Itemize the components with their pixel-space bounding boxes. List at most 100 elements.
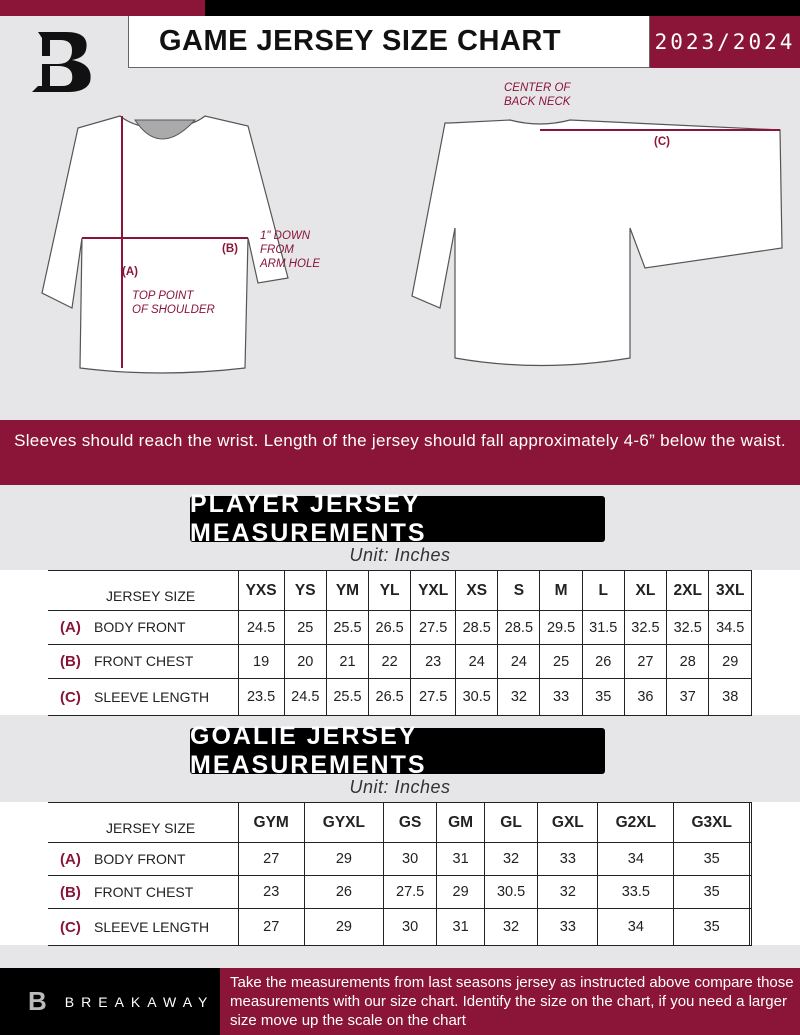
size-header: S <box>497 570 541 611</box>
measurement-cell: 34 <box>597 842 675 876</box>
top-black-bar <box>205 0 800 16</box>
measurement-cell: 27 <box>623 644 668 679</box>
measurement-cell: 31 <box>436 908 485 946</box>
measurement-cell: 26 <box>581 644 625 679</box>
measurement-cell: 32 <box>483 842 539 876</box>
measurement-cell: 33 <box>537 842 599 876</box>
row-label: FRONT CHEST <box>94 653 194 669</box>
label-c: (C) <box>654 136 670 148</box>
measurement-cell <box>749 908 752 946</box>
measurement-cell: 25.5 <box>325 678 370 716</box>
measurement-cell: 22 <box>368 644 412 679</box>
row-key: (A) <box>60 619 81 636</box>
measurement-cell: 37 <box>665 678 710 716</box>
measurement-cell: 28.5 <box>455 610 499 645</box>
goalie-section-title: GOALIE JERSEY MEASUREMENTS <box>190 722 605 779</box>
measurement-cell: 35 <box>673 908 751 946</box>
player-unit: Unit: Inches <box>349 545 451 565</box>
instructions-band: Sleeves should reach the wrist. Length o… <box>0 420 800 485</box>
measurement-cell <box>749 875 752 909</box>
measurement-cell: 29.5 <box>539 610 583 645</box>
measurement-cell: 23 <box>410 644 457 679</box>
measurement-row: (B) FRONT CHEST 19 20 21 22 23 24 24 25 26 27 28 29 <box>48 644 752 679</box>
note-top-shoulder: TOP POINT OF SHOULDER <box>132 290 215 316</box>
measurement-cell: 34 <box>597 908 675 946</box>
goalie-size-table: JERSEY SIZE GYM GYXL GS GM GL GXL G2XL G3XL (A) BO… <box>48 802 752 946</box>
top-accent-bar <box>0 0 205 16</box>
row-key: (C) <box>60 688 81 706</box>
size-header: YXS <box>237 570 285 611</box>
measurement-cell: 33 <box>537 908 599 946</box>
measurement-cell: 32 <box>537 875 599 909</box>
size-header: GYXL <box>303 802 384 843</box>
row-key: (A) <box>60 850 81 868</box>
player-section-title: PLAYER JERSEY MEASUREMENTS <box>190 490 605 547</box>
measurement-cell: 25 <box>283 610 327 645</box>
size-header: YS <box>283 570 327 611</box>
measurement-row: (B) FRONT CHEST 23 26 27.5 29 30.5 32 33.5 35 <box>48 875 752 909</box>
row-label: FRONT CHEST <box>94 883 194 900</box>
measurement-cell: 27 <box>237 842 305 876</box>
size-header: G3XL <box>673 802 751 843</box>
measurement-cell: 26.5 <box>368 678 412 716</box>
row-label: BODY FRONT <box>94 850 186 867</box>
measurement-cell: 27.5 <box>382 875 438 909</box>
measurement-cell: 34.5 <box>708 610 752 645</box>
row-label: SLEEVE LENGTH <box>94 918 210 935</box>
measurement-cell: 29 <box>303 842 384 876</box>
brand-name: BREAKAWAY <box>64 993 215 1010</box>
jersey-diagram <box>41 115 783 374</box>
measurement-cell: 25 <box>539 644 583 679</box>
measurement-cell: 32.5 <box>665 610 710 645</box>
size-header: GL <box>483 802 539 843</box>
size-header: GM <box>436 802 485 843</box>
measurement-cell: 26.5 <box>368 610 412 645</box>
measurement-cell: 33.5 <box>597 875 675 909</box>
footer-logo-icon: B <box>28 986 47 1016</box>
row-key: (B) <box>60 653 81 670</box>
measurement-cell: 23 <box>237 875 305 909</box>
measurement-cell: 28 <box>665 644 710 679</box>
measurement-cell: 21 <box>325 644 370 679</box>
size-header <box>749 802 752 843</box>
header-label: JERSEY SIZE <box>48 570 239 611</box>
size-header: M <box>539 570 583 611</box>
measurement-cell <box>749 842 752 876</box>
measurement-cell: 33 <box>539 678 583 716</box>
row-label: SLEEVE LENGTH <box>94 688 210 705</box>
footer-brand: B BREAKAWAY <box>0 968 220 1035</box>
measurement-cell: 31.5 <box>581 610 625 645</box>
measurement-cell: 27.5 <box>410 678 457 716</box>
size-header: YM <box>325 570 370 611</box>
size-header: L <box>581 570 625 611</box>
row-label: BODY FRONT <box>94 619 186 635</box>
measurement-cell: 24 <box>455 644 499 679</box>
measurement-cell: 32 <box>483 908 539 946</box>
measurement-cell: 29 <box>303 908 384 946</box>
row-key: (C) <box>60 918 81 936</box>
size-header: GYM <box>237 802 305 843</box>
note-back-neck: CENTER OF BACK NECK <box>504 82 571 108</box>
measurement-cell: 36 <box>623 678 668 716</box>
measurement-cell: 30.5 <box>483 875 539 909</box>
measurement-row: (A) BODY FRONT 27 29 30 31 32 33 34 35 <box>48 842 752 876</box>
measurement-row: (C) SLEEVE LENGTH 27 29 30 31 32 33 34 35 <box>48 908 752 946</box>
measurement-cell: 32.5 <box>623 610 668 645</box>
measurement-cell: 29 <box>436 875 485 909</box>
note-arm-hole: 1" DOWN FROM ARM HOLE <box>260 230 321 270</box>
footer-text: Take the measurements from last seasons … <box>220 968 800 1035</box>
measurement-row: (A) BODY FRONT 24.5 25 25.5 26.5 27.5 28.5 28.5 2… <box>48 610 752 645</box>
measurement-cell: 24.5 <box>237 610 285 645</box>
measurement-cell: 23.5 <box>237 678 285 716</box>
measurement-cell: 30 <box>382 908 438 946</box>
measurement-cell: 30.5 <box>455 678 499 716</box>
measurement-cell: 28.5 <box>497 610 541 645</box>
label-b: (B) <box>222 243 238 255</box>
size-header: YXL <box>410 570 457 611</box>
size-header: G2XL <box>597 802 675 843</box>
measurement-cell: 20 <box>283 644 327 679</box>
measurement-cell: 25.5 <box>325 610 370 645</box>
measurement-cell: 19 <box>237 644 285 679</box>
measurement-cell: 30 <box>382 842 438 876</box>
page-title: GAME JERSEY SIZE CHART <box>128 16 650 68</box>
